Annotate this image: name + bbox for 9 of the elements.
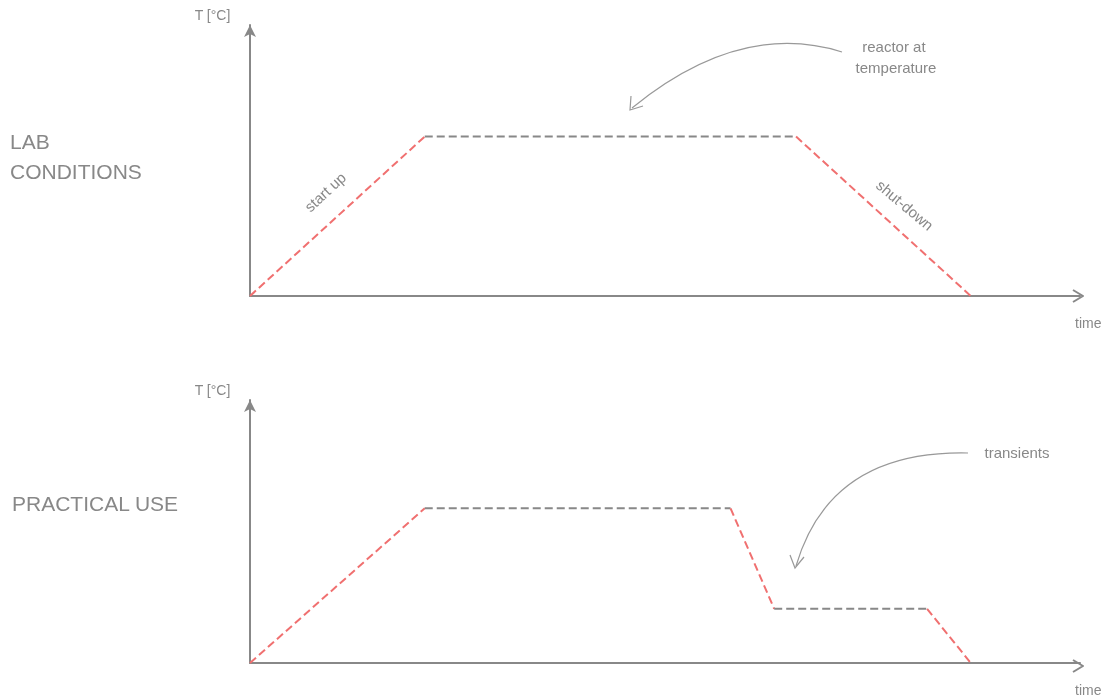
- annotation: start up: [300, 168, 350, 216]
- y-axis-title: T [°C]: [194, 382, 231, 398]
- text: reactor at temperature: [855, 38, 937, 76]
- y-axis-title: T [°C]: [194, 7, 231, 23]
- text: LAB CONDITIONS: [10, 129, 142, 183]
- x-axis-title: time: [1075, 682, 1102, 697]
- text: transients: [984, 443, 1050, 461]
- chart-title: PRACTICAL USE: [12, 491, 179, 515]
- x-axis-title: time: [1075, 315, 1102, 331]
